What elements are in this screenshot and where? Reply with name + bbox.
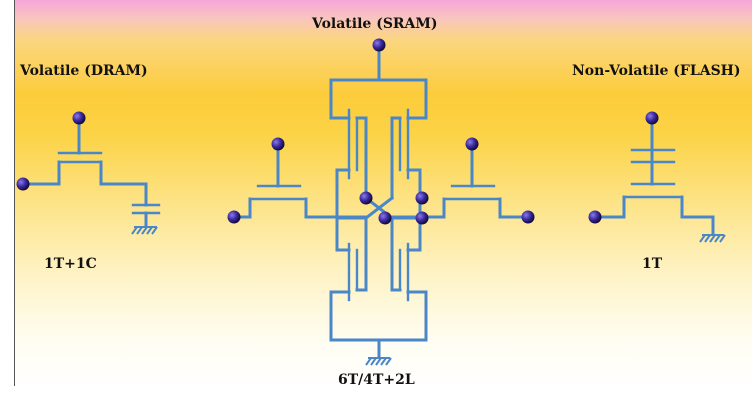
flash-bitline-terminal: [588, 210, 602, 224]
dram-ground-icon: [131, 226, 158, 235]
sram-pullup-left-wire: [329, 78, 351, 120]
sram-bitline-right-terminal: [521, 210, 535, 224]
sram-node-terminal-2: [415, 191, 429, 205]
sram-bitline-left-terminal: [227, 210, 241, 224]
sram-transistor-count: 6T/4T+2L: [338, 372, 415, 388]
sram-node-terminal-4: [415, 211, 429, 225]
flash-bitline: [594, 195, 626, 219]
sram-nmos-left-drain: [335, 216, 351, 252]
sram-node-terminal-1: [359, 191, 373, 205]
flash-source: [680, 195, 715, 236]
sram-cross-couple-b: [363, 195, 395, 221]
dram-transistor-count: 1T+1C: [44, 256, 97, 272]
dram-title: Volatile (DRAM): [20, 63, 148, 79]
dram-wordline-terminal: [72, 111, 86, 125]
sram-gate-tie-right: [390, 116, 402, 200]
dram-bitline: [22, 160, 61, 186]
sram-access-left-node: [304, 197, 368, 219]
sram-vdd-terminal: [372, 38, 386, 52]
sram-title: Volatile (SRAM): [312, 16, 438, 32]
sram-bitline-right: [498, 197, 529, 219]
sram-nmos-right-drain: [406, 216, 422, 252]
sram-pullup-right-wire: [406, 78, 428, 120]
sram-ground-icon: [365, 357, 392, 366]
sram-cell: [227, 38, 535, 366]
left-frame-border: [14, 0, 15, 393]
sram-nmos-left-source: [329, 290, 351, 342]
flash-cell: [588, 111, 726, 243]
flash-transistor-count: 1T: [642, 256, 663, 272]
flash-wordline-terminal: [645, 111, 659, 125]
sram-pmos-left-drain: [335, 168, 351, 220]
sram-wordline-right-terminal: [465, 137, 479, 151]
sram-access-right-node: [390, 197, 446, 219]
sram-node-terminal-3: [378, 211, 392, 225]
dram-bitline-terminal: [16, 177, 30, 191]
left-frame: [0, 0, 14, 393]
bottom-frame: [0, 386, 752, 393]
flash-title: Non-Volatile (FLASH): [572, 63, 741, 79]
sram-wordline-left-terminal: [271, 137, 285, 151]
sram-nmos-right-source: [406, 290, 428, 342]
flash-ground-icon: [699, 234, 726, 243]
dram-storage-node: [99, 160, 148, 207]
dram-cell: [16, 111, 161, 235]
sram-gate-tie-left: [355, 116, 368, 200]
